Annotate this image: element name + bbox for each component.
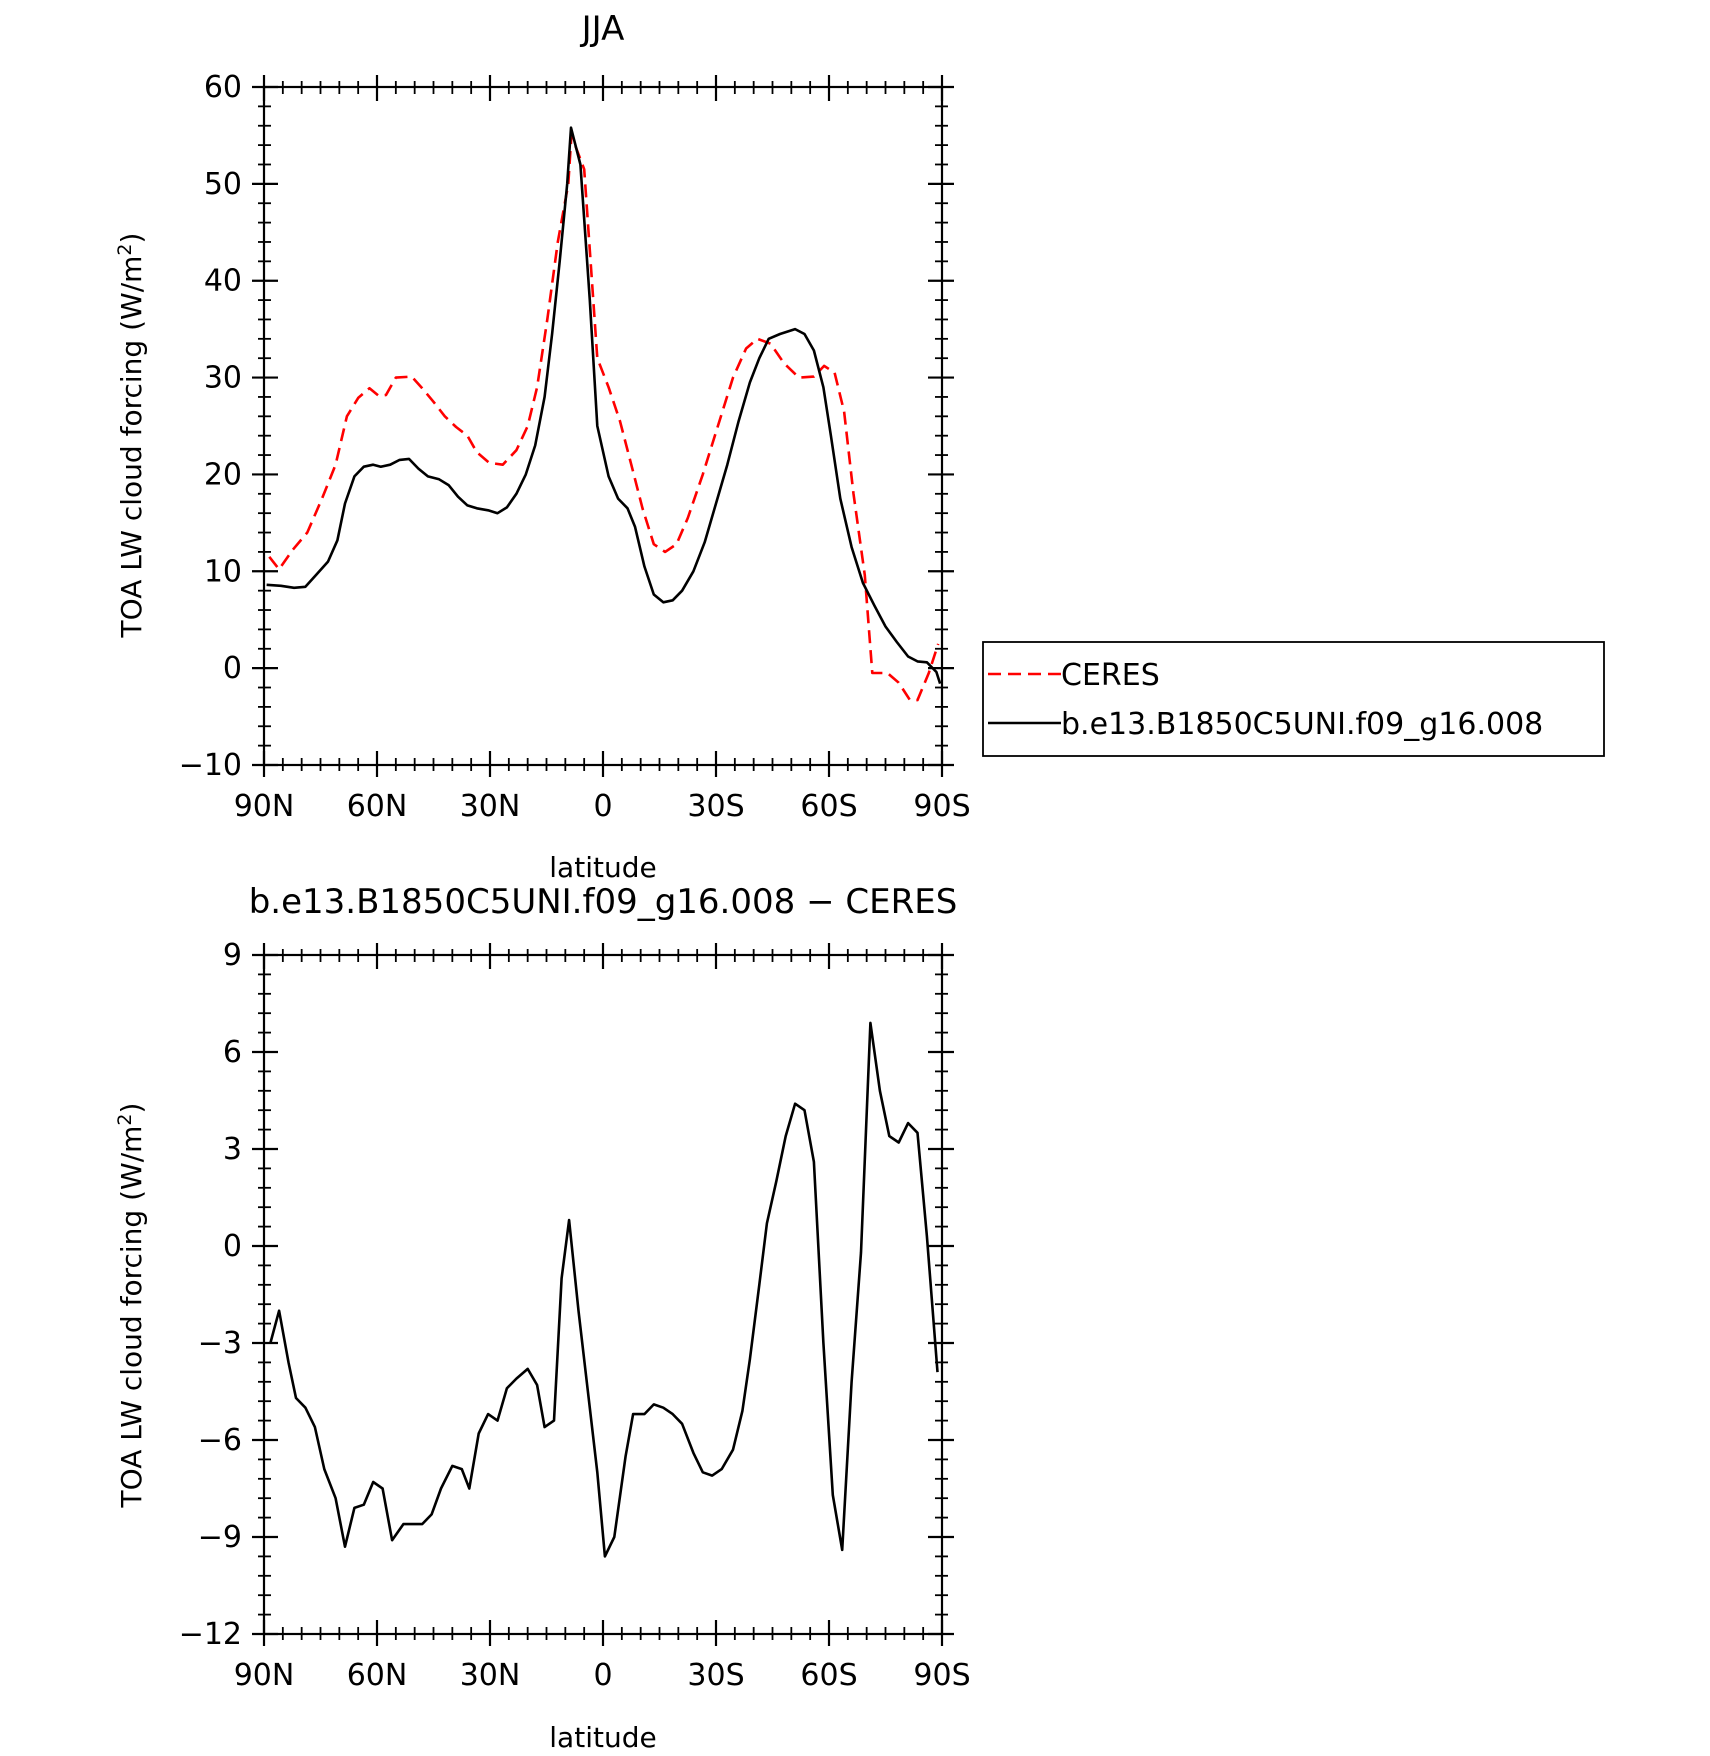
- top-panel-title: JJA: [580, 9, 625, 49]
- top-panel-x-tick-label: 60N: [347, 789, 408, 824]
- bottom-panel-x-tick-label: 90S: [913, 1658, 970, 1693]
- bottom-panel-x-tick-label: 60N: [347, 1658, 408, 1693]
- bottom-panel-y-tick-label: −3: [198, 1326, 242, 1361]
- bottom-panel-y-tick-label: 3: [223, 1132, 242, 1167]
- bottom-panel-series-line-difference: [269, 1021, 939, 1558]
- bottom-panel-y-tick-label: 0: [223, 1229, 242, 1264]
- top-panel-x-axis-label: latitude: [549, 851, 656, 884]
- top-panel-x-tick-label: 90N: [234, 789, 295, 824]
- bottom-panel-x-tick-label: 90N: [234, 1658, 295, 1693]
- top-panel: JJA TOA LW cloud forcing (W/m2) latitude…: [114, 9, 1605, 884]
- bottom-panel-y-tick-label: 9: [223, 938, 242, 973]
- top-panel-series: [266, 126, 942, 702]
- legend-label-ceres: CERES: [1061, 658, 1160, 693]
- bottom-panel-x-tick-label: 0: [593, 1658, 612, 1693]
- top-panel-y-tick-label: 30: [204, 361, 242, 396]
- bottom-panel: b.e13.B1850C5UNI.f09_g16.008 − CERES TOA…: [114, 882, 971, 1754]
- top-panel-x-tick-label: 0: [593, 789, 612, 824]
- top-panel-series-line-model: [266, 126, 942, 684]
- top-panel-y-tick-label: 60: [204, 70, 242, 105]
- bottom-panel-title: b.e13.B1850C5UNI.f09_g16.008 − CERES: [249, 882, 958, 922]
- bottom-panel-x-tick-label: 30S: [687, 1658, 744, 1693]
- legend: CERES b.e13.B1850C5UNI.f09_g16.008: [982, 641, 1605, 757]
- top-panel-y-axis-label: TOA LW cloud forcing (W/m2): [114, 233, 148, 639]
- top-panel-y-tick-label: 10: [204, 554, 242, 589]
- bottom-panel-x-tick-label: 60S: [800, 1658, 857, 1693]
- top-panel-x-tick-label: 60S: [800, 789, 857, 824]
- bottom-panel-y-tick-label: −9: [198, 1520, 242, 1555]
- bottom-panel-y-tick-label: 6: [223, 1035, 242, 1070]
- top-panel-plot-frame: [262, 85, 944, 767]
- top-panel-y-tick-label: 50: [204, 167, 242, 202]
- bottom-panel-ticks: 90N 60N 30N 0 30S 60S 90S −12 −9 −6 −3 0 3 6 9: [179, 938, 971, 1693]
- top-panel-x-tick-label: 30N: [460, 789, 521, 824]
- bottom-panel-x-tick-label: 30N: [460, 1658, 521, 1693]
- top-panel-y-tick-label: 0: [223, 651, 242, 686]
- bottom-panel-series: [269, 1021, 939, 1558]
- top-panel-y-tick-label: −10: [179, 748, 242, 783]
- bottom-panel-y-tick-label: −6: [198, 1423, 242, 1458]
- bottom-panel-x-axis-label: latitude: [549, 1721, 656, 1754]
- top-panel-y-tick-label: 20: [204, 457, 242, 492]
- top-panel-series-line-ceres: [268, 134, 940, 702]
- legend-box: [982, 641, 1605, 757]
- bottom-panel-y-tick-label: −12: [179, 1617, 242, 1652]
- legend-label-model: b.e13.B1850C5UNI.f09_g16.008: [1061, 707, 1543, 742]
- bottom-panel-y-axis-label: TOA LW cloud forcing (W/m2): [114, 1103, 148, 1509]
- top-panel-ticks: 90N 60N 30N 0 30S 60S 90S −10 0 10 20 30 40 50 60: [179, 70, 971, 824]
- top-panel-x-tick-label: 30S: [687, 789, 744, 824]
- top-panel-y-tick-label: 40: [204, 264, 242, 299]
- top-panel-x-tick-label: 90S: [913, 789, 970, 824]
